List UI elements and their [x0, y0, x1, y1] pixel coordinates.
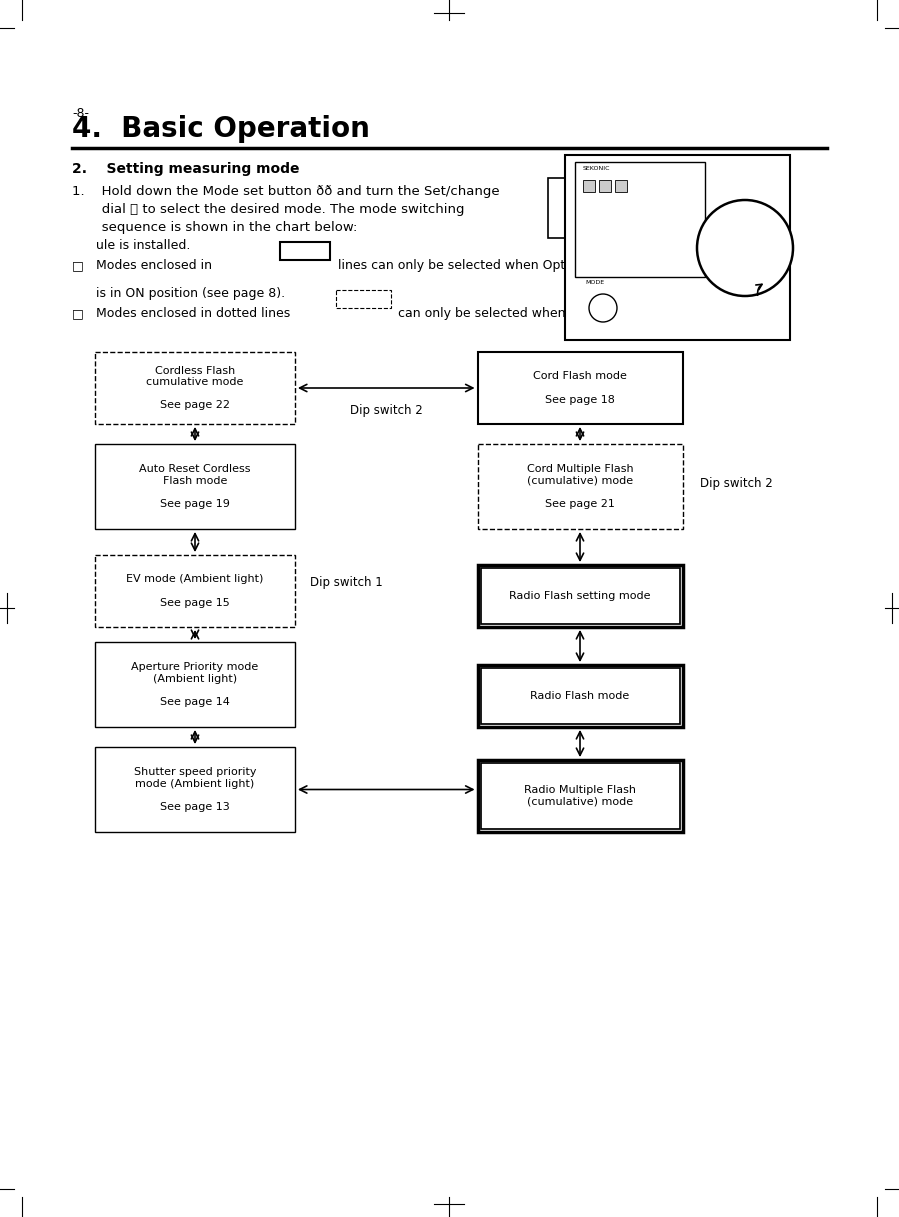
Bar	[95, 555, 295, 627]
Text: Cord Flash mode

See page 18: Cord Flash mode See page 18	[533, 371, 627, 404]
Bar	[477, 565, 682, 627]
Text: Aperture Priority mode
(Ambient light)

See page 14: Aperture Priority mode (Ambient light) S…	[131, 662, 259, 707]
Bar	[615, 180, 627, 192]
Text: lines can only be selected when Optional Radio Transmitter Mod-: lines can only be selected when Optional…	[338, 259, 745, 273]
Text: Radio Flash mode: Radio Flash mode	[530, 691, 629, 701]
Text: Auto Reset Cordless
Flash mode

See page 19: Auto Reset Cordless Flash mode See page …	[139, 464, 251, 509]
Circle shape	[697, 200, 793, 296]
Bar	[95, 352, 295, 424]
Text: is in ON position (see page 8).: is in ON position (see page 8).	[96, 287, 285, 301]
Bar	[575, 162, 705, 277]
Text: SEKONIC: SEKONIC	[583, 166, 610, 172]
Text: □: □	[72, 307, 84, 320]
Text: -8-: -8-	[72, 107, 89, 120]
Text: 1.    Hold down the Mode set button ðð and turn the Set/change: 1. Hold down the Mode set button ðð and …	[72, 185, 500, 198]
Text: Dip switch 1: Dip switch 1	[310, 576, 383, 589]
Text: Modes enclosed in dotted lines: Modes enclosed in dotted lines	[96, 307, 290, 320]
Text: Cord Multiple Flash
(cumulative) mode

See page 21: Cord Multiple Flash (cumulative) mode Se…	[527, 464, 633, 509]
Bar	[95, 444, 295, 529]
Bar	[480, 763, 680, 829]
Bar	[477, 352, 682, 424]
Text: EV mode (Ambient light)

See page 15: EV mode (Ambient light) See page 15	[127, 574, 263, 607]
Text: sequence is shown in the chart below:: sequence is shown in the chart below:	[72, 221, 358, 234]
Text: Cordless Flash
cumulative mode

See page 22: Cordless Flash cumulative mode See page …	[147, 365, 244, 410]
Bar	[565, 155, 790, 340]
Text: Dip switch 2: Dip switch 2	[700, 477, 773, 489]
Text: Dip switch 2: Dip switch 2	[350, 404, 423, 417]
Text: Radio Multiple Flash
(cumulative) mode: Radio Multiple Flash (cumulative) mode	[524, 785, 636, 807]
Text: Shutter speed priority
mode (Ambient light)

See page 13: Shutter speed priority mode (Ambient lig…	[134, 767, 256, 812]
Text: 2.    Setting measuring mode: 2. Setting measuring mode	[72, 162, 299, 176]
Bar	[480, 668, 680, 724]
Bar	[336, 290, 391, 308]
Text: ule is installed.: ule is installed.	[96, 239, 191, 252]
Text: Radio Flash setting mode: Radio Flash setting mode	[509, 591, 651, 601]
Bar	[599, 180, 611, 192]
Text: □: □	[72, 259, 84, 273]
Bar	[583, 180, 595, 192]
Bar	[95, 643, 295, 727]
Bar	[477, 759, 682, 832]
Text: can only be selected when the respective DIP switch: can only be selected when the respective…	[398, 307, 728, 320]
Bar	[477, 664, 682, 727]
Bar	[280, 242, 330, 260]
Text: Modes enclosed in: Modes enclosed in	[96, 259, 212, 273]
Text: MODE: MODE	[585, 280, 604, 285]
Circle shape	[589, 295, 617, 323]
Bar	[548, 178, 566, 239]
Bar	[477, 444, 682, 529]
Bar	[95, 747, 295, 832]
Text: dial ⓣ to select the desired mode. The mode switching: dial ⓣ to select the desired mode. The m…	[72, 203, 465, 215]
Text: 4.  Basic Operation: 4. Basic Operation	[72, 114, 369, 144]
Bar	[480, 568, 680, 624]
